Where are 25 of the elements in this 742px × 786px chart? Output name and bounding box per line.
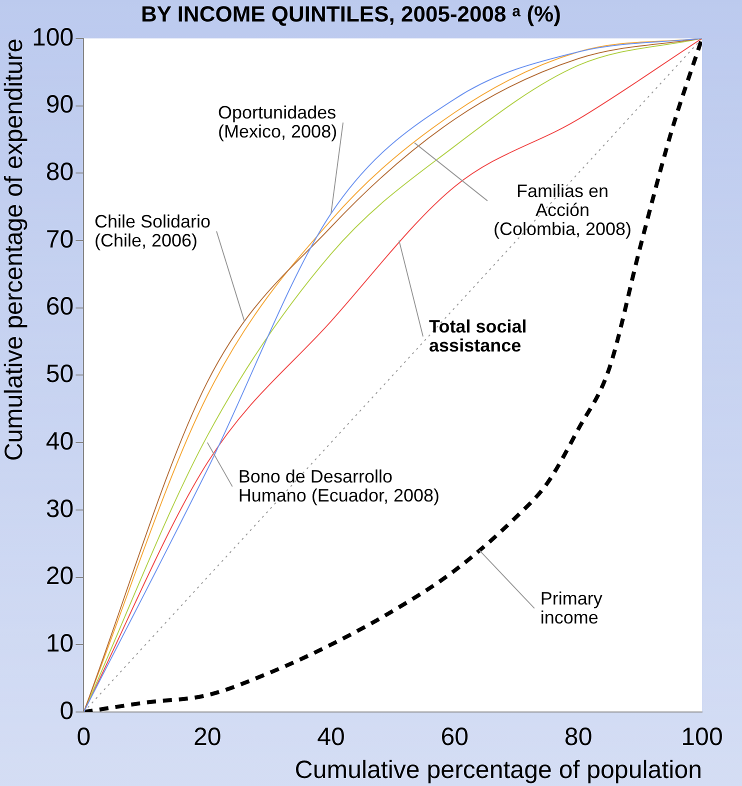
annotation: Bono de Desarrollo Humano (Ecuador, 2008) xyxy=(238,466,440,506)
chart-title: BY INCOME QUINTILES, 2005-2008 ᵃ (%) xyxy=(141,1,561,26)
y-tick-label: 10 xyxy=(46,630,74,658)
y-tick-label: 40 xyxy=(46,427,74,456)
annotation: Familias en Acción (Colombia, 2008) xyxy=(493,180,632,239)
x-axis-title: Cumulative percentage of population xyxy=(294,756,702,784)
annotation: Total social assistance xyxy=(429,316,527,356)
annotation: Primary income xyxy=(540,588,602,628)
y-tick-label: 60 xyxy=(46,292,74,321)
y-tick-label: 70 xyxy=(46,225,74,254)
y-tick-label: 80 xyxy=(46,158,74,186)
x-tick-label: 20 xyxy=(193,722,222,751)
x-tick-label: 100 xyxy=(681,722,723,751)
y-tick-label: 20 xyxy=(46,562,74,590)
x-tick-label: 40 xyxy=(317,722,345,751)
y-tick-label: 90 xyxy=(46,90,74,119)
x-tick-label: 80 xyxy=(564,722,592,751)
y-tick-label: 50 xyxy=(46,360,74,388)
y-tick-label: 100 xyxy=(32,23,74,52)
y-tick-label: 30 xyxy=(46,494,74,523)
annotation: Chile Solidario (Chile, 2006) xyxy=(94,211,211,250)
y-tick-label: 0 xyxy=(60,696,74,725)
x-tick-label: 60 xyxy=(440,722,469,751)
y-axis-title: Cumulative percentage of expenditure xyxy=(0,38,28,461)
annotation: Oportunidades (Mexico, 2008) xyxy=(218,102,338,142)
